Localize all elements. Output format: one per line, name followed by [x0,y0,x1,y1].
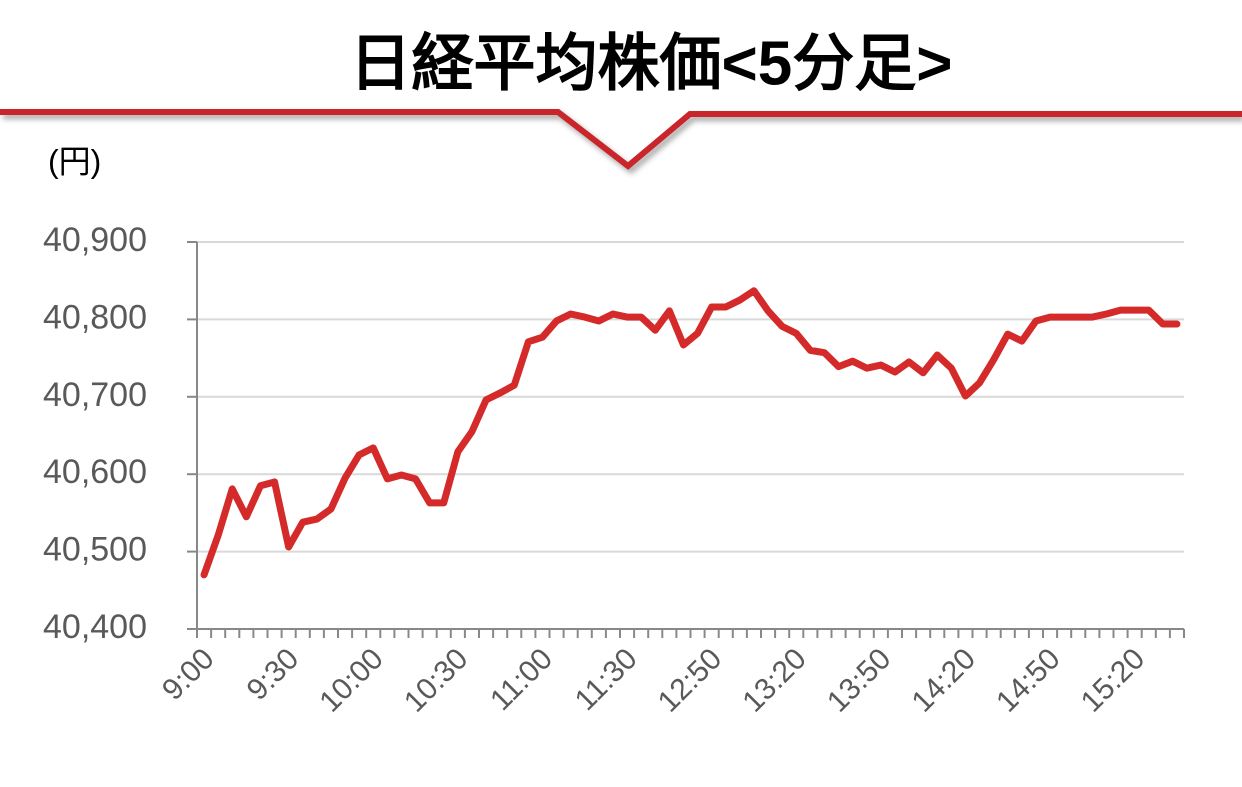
x-tick-label: 14:50 [990,642,1066,718]
x-tick-label: 10:30 [398,642,474,718]
y-tick-label: 40,800 [43,298,147,336]
header-rule [0,109,1242,170]
x-tick-label: 9:30 [241,642,306,707]
y-tick-label: 40,900 [43,221,147,259]
chart-title: 日経平均株価<5分足> [350,29,953,98]
x-tick-label: 12:50 [652,642,728,718]
x-tick-label: 15:20 [1075,642,1151,718]
y-unit: (円) [48,143,101,179]
x-tick-label: 11:00 [484,642,559,717]
x-tick-label: 9:00 [156,642,221,707]
y-tick-label: 40,700 [43,376,147,414]
x-tick-label: 11:30 [569,642,644,717]
x-tick-label: 13:20 [736,642,812,718]
x-tick-label: 10:00 [313,642,389,718]
y-tick-label: 40,400 [43,608,147,646]
x-tick-label: 14:20 [906,642,982,718]
y-tick-label: 40,500 [43,531,147,569]
price-line [200,287,1181,579]
y-tick-label: 40,600 [43,453,147,491]
x-tick-label: 13:50 [821,642,897,718]
